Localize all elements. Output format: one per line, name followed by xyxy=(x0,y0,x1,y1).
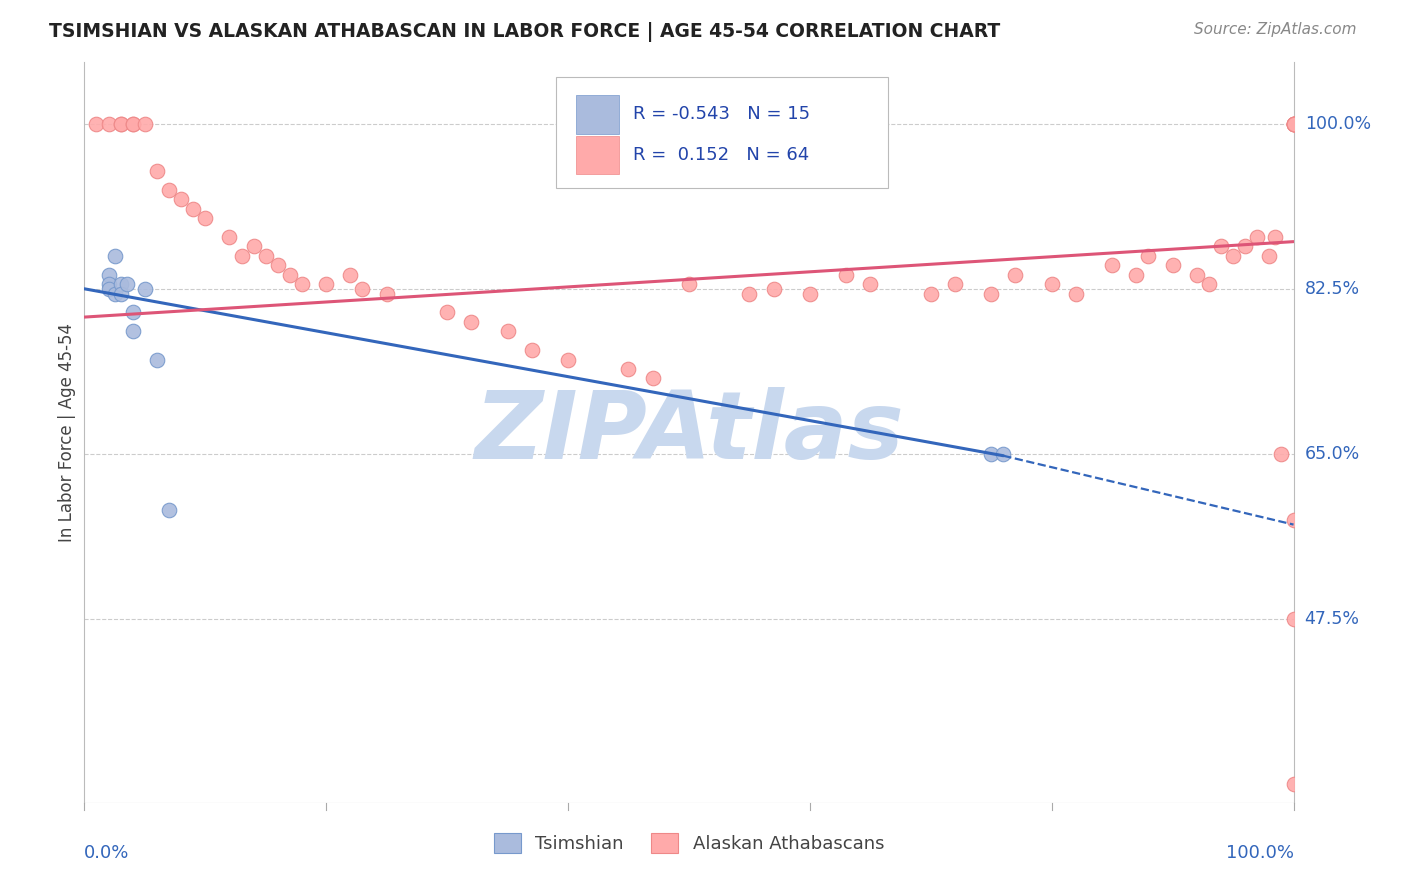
Point xyxy=(254,249,277,263)
Point xyxy=(1064,286,1087,301)
Point xyxy=(104,286,127,301)
Point xyxy=(738,286,761,301)
Point xyxy=(86,117,108,131)
Point xyxy=(157,503,180,517)
FancyBboxPatch shape xyxy=(576,136,619,174)
Point xyxy=(97,277,120,291)
Point xyxy=(943,277,966,291)
Point xyxy=(121,117,143,131)
Point xyxy=(315,277,337,291)
Point xyxy=(1264,230,1286,244)
Point xyxy=(97,282,120,296)
Point xyxy=(1282,117,1305,131)
Point xyxy=(980,447,1002,461)
Point xyxy=(1234,239,1257,253)
Text: 65.0%: 65.0% xyxy=(1305,445,1360,463)
Legend: Tsimshian, Alaskan Athabascans: Tsimshian, Alaskan Athabascans xyxy=(486,826,891,861)
FancyBboxPatch shape xyxy=(555,78,889,188)
Point xyxy=(1209,239,1232,253)
Point xyxy=(121,305,143,319)
Point xyxy=(97,117,120,131)
Point xyxy=(291,277,314,291)
Point xyxy=(1282,777,1305,791)
Point xyxy=(980,286,1002,301)
Point xyxy=(1270,447,1292,461)
Point xyxy=(352,282,374,296)
Point xyxy=(1101,258,1123,272)
Point xyxy=(1161,258,1184,272)
Point xyxy=(1282,513,1305,527)
Point xyxy=(110,286,132,301)
Point xyxy=(1185,268,1208,282)
Point xyxy=(134,117,156,131)
Text: ZIPAtlas: ZIPAtlas xyxy=(474,386,904,479)
Point xyxy=(115,277,138,291)
Text: 100.0%: 100.0% xyxy=(1305,115,1371,133)
Point xyxy=(242,239,264,253)
Point xyxy=(170,192,193,206)
Text: 82.5%: 82.5% xyxy=(1305,280,1360,298)
Point xyxy=(520,343,543,357)
Point xyxy=(1282,612,1305,626)
Point xyxy=(157,183,180,197)
Point xyxy=(460,315,482,329)
Point xyxy=(146,164,169,178)
Point xyxy=(110,277,132,291)
Text: 47.5%: 47.5% xyxy=(1305,610,1360,628)
Point xyxy=(110,117,132,131)
Y-axis label: In Labor Force | Age 45-54: In Labor Force | Age 45-54 xyxy=(58,323,76,542)
Point xyxy=(1040,277,1063,291)
Point xyxy=(799,286,821,301)
Point xyxy=(1004,268,1026,282)
Point xyxy=(121,117,143,131)
Point xyxy=(617,362,640,376)
Point xyxy=(762,282,785,296)
Point xyxy=(231,249,253,263)
Text: 0.0%: 0.0% xyxy=(84,844,129,862)
Point xyxy=(1282,117,1305,131)
Point xyxy=(375,286,398,301)
Text: R = -0.543   N = 15: R = -0.543 N = 15 xyxy=(633,105,810,123)
Point xyxy=(859,277,882,291)
Point xyxy=(641,371,664,385)
Point xyxy=(1137,249,1160,263)
Text: R =  0.152   N = 64: R = 0.152 N = 64 xyxy=(633,146,810,164)
Point xyxy=(1258,249,1281,263)
Point xyxy=(97,268,120,282)
Point xyxy=(436,305,458,319)
Point xyxy=(835,268,858,282)
Point xyxy=(339,268,361,282)
Text: TSIMSHIAN VS ALASKAN ATHABASCAN IN LABOR FORCE | AGE 45-54 CORRELATION CHART: TSIMSHIAN VS ALASKAN ATHABASCAN IN LABOR… xyxy=(49,22,1001,42)
Point xyxy=(1198,277,1220,291)
Point xyxy=(104,249,127,263)
Point xyxy=(1282,117,1305,131)
Point xyxy=(1246,230,1268,244)
Point xyxy=(1125,268,1147,282)
Point xyxy=(121,324,143,338)
Point xyxy=(1282,117,1305,131)
Point xyxy=(496,324,519,338)
Text: Source: ZipAtlas.com: Source: ZipAtlas.com xyxy=(1194,22,1357,37)
Point xyxy=(110,117,132,131)
Point xyxy=(194,211,217,225)
Point xyxy=(146,352,169,367)
Point xyxy=(218,230,240,244)
Point xyxy=(134,282,156,296)
Point xyxy=(278,268,301,282)
Point xyxy=(1222,249,1244,263)
Point xyxy=(181,202,204,216)
Point xyxy=(1282,117,1305,131)
Point xyxy=(1282,117,1305,131)
Point xyxy=(920,286,942,301)
Text: 100.0%: 100.0% xyxy=(1226,844,1294,862)
FancyBboxPatch shape xyxy=(576,95,619,134)
Point xyxy=(557,352,579,367)
Point xyxy=(267,258,290,272)
Point xyxy=(993,447,1015,461)
Point xyxy=(678,277,700,291)
